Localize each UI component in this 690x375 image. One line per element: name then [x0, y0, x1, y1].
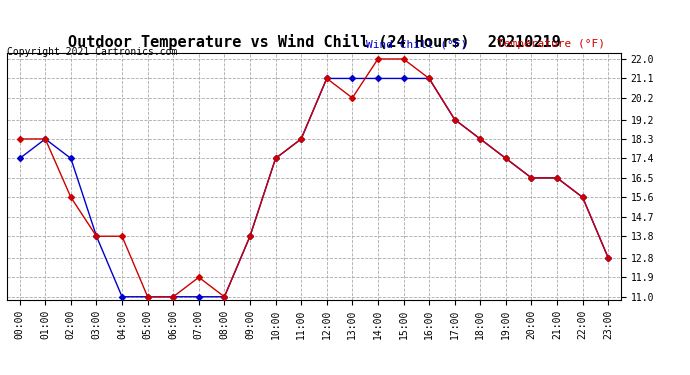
Text: Wind Chill (°F): Wind Chill (°F): [366, 39, 467, 50]
Text: Temperature (°F): Temperature (°F): [497, 39, 605, 50]
Title: Outdoor Temperature vs Wind Chill (24 Hours)  20210219: Outdoor Temperature vs Wind Chill (24 Ho…: [68, 34, 560, 50]
Text: Copyright 2021 Cartronics.com: Copyright 2021 Cartronics.com: [7, 47, 177, 57]
